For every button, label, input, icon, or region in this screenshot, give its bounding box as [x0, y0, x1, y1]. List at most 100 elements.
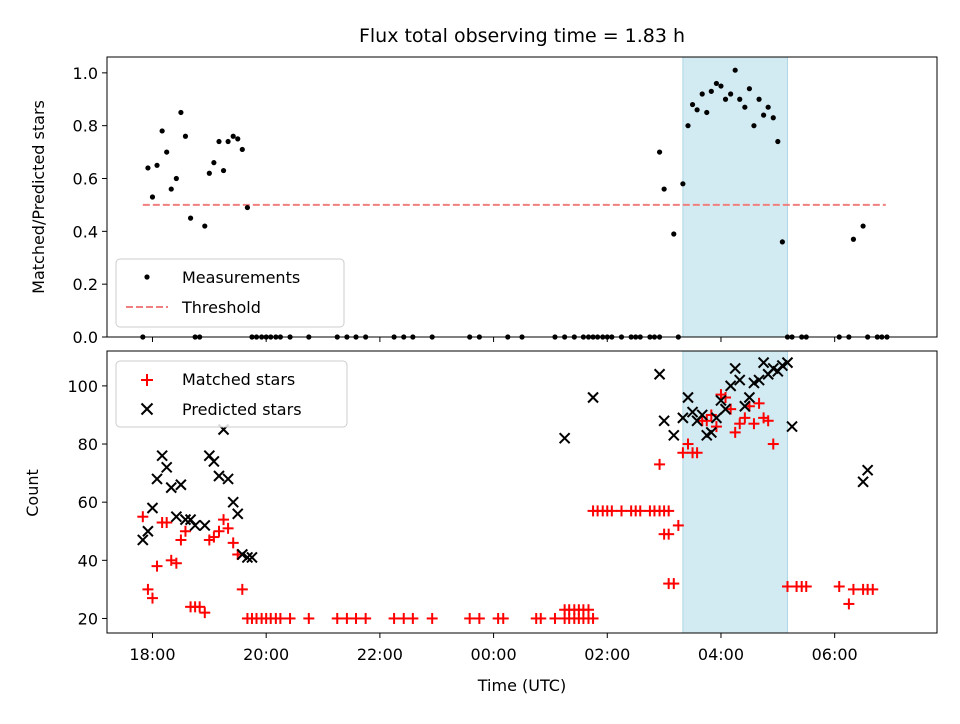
legend-matched-marker [141, 374, 153, 386]
predicted-star-marker [151, 473, 163, 485]
measurement-point [206, 170, 212, 176]
predicted-star-marker [558, 432, 571, 444]
matched-star-marker [218, 514, 230, 526]
matched-star-marker [350, 612, 362, 624]
matched-star-marker [583, 604, 595, 616]
measurement-point [182, 133, 189, 139]
matched-star-marker [587, 612, 599, 624]
matched-star-marker [615, 505, 627, 517]
predicted-stars-points [137, 356, 874, 564]
measurement-point [704, 109, 710, 116]
predicted-star-marker [743, 391, 756, 404]
chart-title: Flux total observing time = 1.83 h [359, 25, 685, 47]
matched-star-marker [677, 447, 689, 459]
matched-star-marker [710, 421, 722, 433]
measurement-point [850, 236, 857, 242]
measurement-point [732, 67, 738, 73]
bottom-legend: Matched stars Predicted stars [115, 360, 348, 428]
matched-star-marker [691, 447, 703, 459]
measurement-point [680, 181, 686, 187]
measurement-point [742, 104, 748, 110]
matched-star-marker [497, 612, 509, 624]
measurement-point [713, 80, 720, 87]
matched-star-marker [142, 583, 154, 595]
top-y-axis-label: Matched/Predicted stars [29, 100, 48, 294]
matched-star-marker [843, 598, 855, 610]
measurement-point [149, 194, 156, 200]
measurement-point [220, 167, 227, 174]
measurement-point [159, 128, 165, 134]
matched-star-marker [161, 517, 173, 529]
y-tick-label: 60 [78, 493, 98, 512]
matched-star-marker [729, 426, 741, 438]
measurement-point [779, 239, 785, 245]
matched-star-marker [303, 612, 315, 624]
predicted-star-marker [705, 426, 718, 439]
predicted-star-marker [781, 356, 794, 369]
matched-star-marker [663, 505, 675, 517]
matched-star-marker [682, 438, 694, 450]
top-y-ticks: 0.0 0.2 0.4 0.6 0.8 1.0 [73, 64, 107, 347]
measurement-point [775, 138, 781, 145]
top-x-ticks [151, 337, 836, 342]
matched-star-marker [151, 560, 163, 572]
measurement-point [722, 96, 729, 102]
matched-star-marker [748, 418, 760, 430]
predicted-star-marker [146, 502, 159, 514]
measurement-point [728, 91, 734, 97]
y-tick-label: 0.8 [73, 117, 98, 136]
predicted-star-marker [142, 525, 154, 537]
measurement-point [708, 88, 714, 94]
bottom-x-ticks: 18:00 20:00 22:00 00:00 02:00 04:00 06:00 [129, 633, 858, 664]
legend-matched-label: Matched stars [182, 370, 295, 389]
matched-star-marker [137, 511, 149, 523]
x-tick-label: 06:00 [812, 645, 858, 664]
bottom-y-ticks: 20 40 60 80 100 [67, 377, 107, 628]
matched-star-marker [720, 392, 732, 404]
measurement-point [225, 138, 231, 145]
top-panel: 0.0 0.2 0.4 0.6 0.8 1.0 Matched/Predicted sta… [29, 56, 938, 347]
top-legend-frame [115, 258, 345, 328]
measurement-point [164, 149, 170, 155]
predicted-star-marker [668, 429, 680, 442]
matched-star-marker [668, 578, 680, 590]
measurement-point [661, 186, 667, 192]
y-tick-label: 0.4 [73, 222, 98, 241]
bottom-highlight-span [682, 350, 788, 634]
predicted-star-marker [165, 481, 177, 494]
measurement-point [239, 146, 245, 153]
matched-stars-points [137, 389, 879, 624]
measurement-point [671, 231, 677, 237]
predicted-star-marker [246, 551, 258, 564]
matched-star-marker [606, 505, 618, 517]
bottom-legend-frame [115, 360, 348, 428]
x-tick-label: 04:00 [698, 645, 744, 664]
measurement-point [699, 91, 705, 97]
predicted-star-marker [232, 508, 244, 520]
measurement-point [860, 223, 866, 229]
measurement-point [689, 101, 696, 108]
matched-star-marker [549, 612, 561, 624]
measurement-point [216, 138, 222, 145]
highlight-band [682, 56, 788, 338]
y-tick-label: 100 [67, 377, 98, 396]
measurement-point [173, 175, 179, 182]
y-tick-label: 20 [78, 609, 98, 628]
predicted-star-marker [786, 420, 798, 433]
measurement-points [140, 67, 890, 340]
matched-star-marker [175, 534, 187, 546]
matched-star-marker [473, 612, 485, 624]
measurement-point [235, 136, 241, 142]
top-legend: Measurements Threshold [115, 258, 345, 328]
measurement-point [202, 223, 208, 229]
predicted-star-marker [160, 461, 173, 473]
matched-star-marker [701, 415, 713, 427]
predicted-star-marker [686, 406, 699, 418]
matched-star-marker [426, 612, 438, 624]
measurement-point [187, 215, 194, 221]
legend-measurements-marker [144, 274, 150, 280]
predicted-star-marker [729, 362, 741, 375]
predicted-star-marker [739, 400, 751, 412]
measurement-point [656, 149, 663, 155]
